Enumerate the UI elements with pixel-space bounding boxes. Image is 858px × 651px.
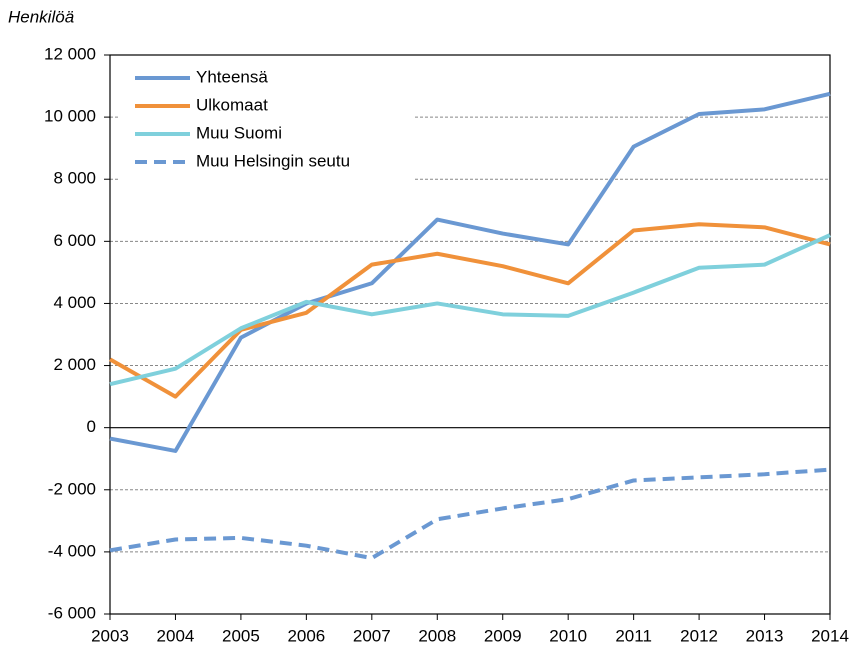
x-tick-label: 2014	[811, 626, 849, 645]
x-tick-label: 2006	[287, 626, 325, 645]
legend-label: Yhteensä	[196, 67, 268, 86]
x-tick-label: 2013	[746, 626, 784, 645]
series-line	[109, 233, 831, 387]
x-tick-label: 2011	[615, 626, 652, 645]
y-tick-label: -4 000	[48, 541, 96, 560]
y-tick-label: -6 000	[48, 603, 96, 622]
y-tick-label: 8 000	[53, 169, 96, 188]
y-tick-label: 2 000	[53, 355, 96, 374]
y-tick-label: 4 000	[53, 293, 96, 312]
y-tick-label: 12 000	[44, 44, 96, 63]
legend-label: Ulkomaat	[196, 95, 268, 114]
x-tick-label: 2004	[157, 626, 195, 645]
legend-label: Muu Suomi	[196, 123, 282, 142]
series-line	[109, 91, 831, 453]
series-line	[109, 467, 831, 561]
x-tick-label: 2003	[91, 626, 129, 645]
x-tick-label: 2009	[484, 626, 522, 645]
series-line	[109, 222, 831, 399]
y-tick-label: 10 000	[44, 107, 96, 126]
y-axis-label: Henkilöä	[8, 7, 74, 26]
x-tick-label: 2005	[222, 626, 260, 645]
legend-box	[118, 60, 413, 190]
y-tick-label: 0	[87, 417, 96, 436]
plot-border	[109, 54, 831, 615]
x-tick-label: 2008	[418, 626, 456, 645]
x-tick-label: 2010	[549, 626, 587, 645]
legend-label: Muu Helsingin seutu	[196, 151, 350, 170]
y-tick-label: 6 000	[53, 231, 96, 250]
y-tick-label: -2 000	[48, 479, 96, 498]
x-tick-label: 2007	[353, 626, 391, 645]
x-tick-label: 2012	[680, 626, 718, 645]
